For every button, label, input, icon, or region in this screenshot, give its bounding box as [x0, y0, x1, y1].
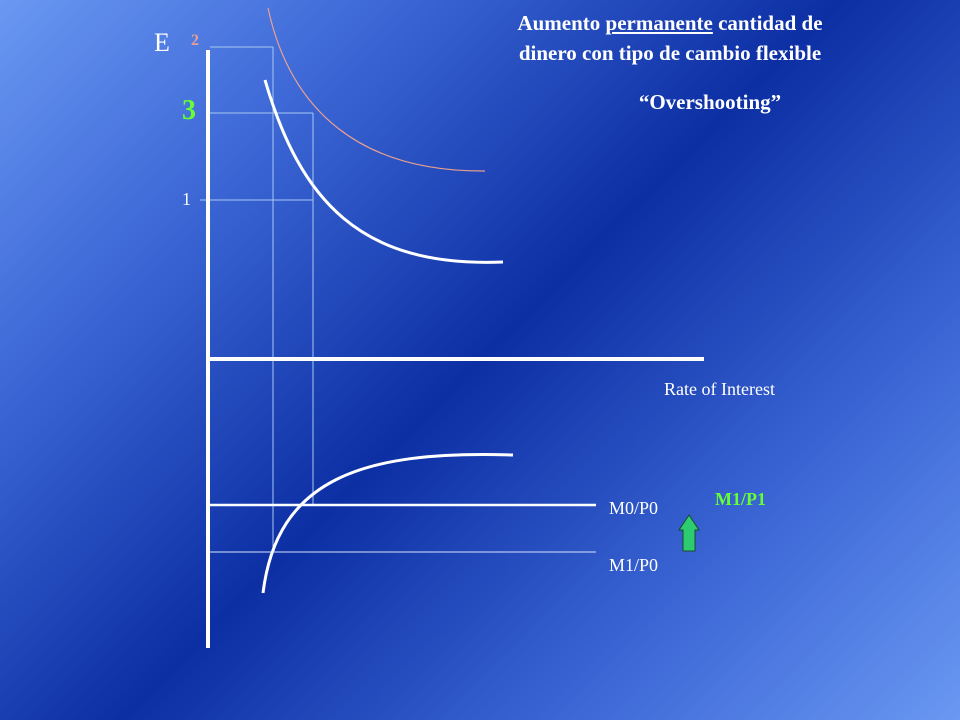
- money-demand-curve: [261, 453, 514, 594]
- level-3-label: 3: [182, 95, 196, 126]
- expected-return-curve-shifted: [267, 7, 486, 172]
- label-m0p0: M0/P0: [609, 498, 659, 518]
- label-m1p1: M1/P1: [715, 489, 766, 509]
- diagram-subtitle: “Overshooting”: [638, 90, 782, 114]
- title-text-end: cantidad de: [712, 11, 823, 35]
- title-line-2: dinero con tipo de cambio flexible: [518, 41, 822, 65]
- expected-return-curve-initial: [263, 79, 504, 264]
- label-m1p0: M1/P0: [609, 555, 659, 575]
- y-axis-label: E: [154, 28, 170, 57]
- level-1-label: 1: [182, 189, 191, 209]
- title-text-start: Aumento: [517, 11, 606, 35]
- x-axis-label: Rate of Interest: [664, 379, 775, 399]
- title-underlined-word: permanente: [605, 11, 713, 35]
- level-2-label: 2: [191, 32, 199, 49]
- diagram-title: Aumento permanente cantidad de dinero co…: [470, 8, 870, 68]
- up-arrow-icon: [678, 514, 700, 552]
